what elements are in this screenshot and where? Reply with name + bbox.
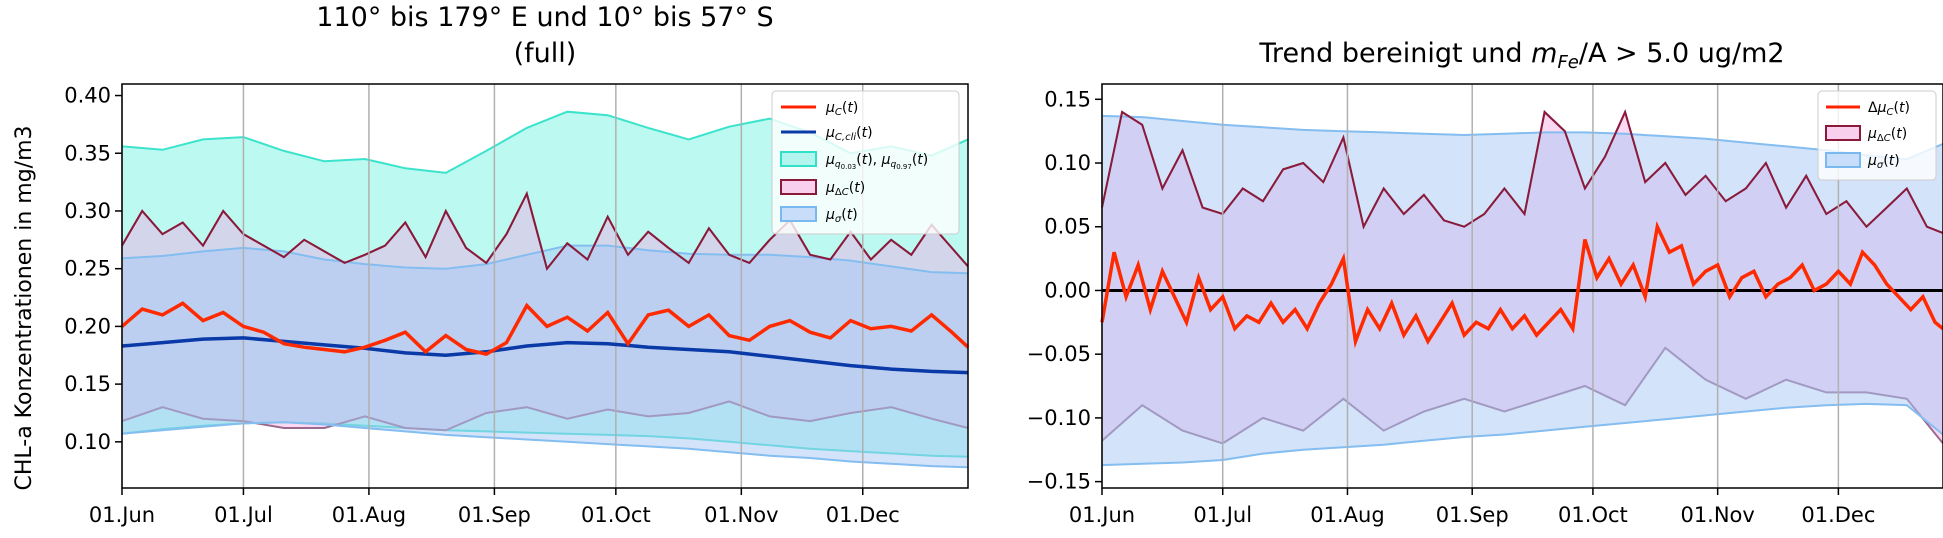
y-axis-label: CHL-a Konzentrationen in mg/m3 <box>12 126 37 491</box>
legend-swatch-quantiles <box>780 151 817 167</box>
c2-ytick-label-1: −0.10 <box>1027 406 1091 430</box>
c1-sigma-band <box>122 245 968 468</box>
c2-ytick-label-3: 0.00 <box>1044 278 1091 302</box>
legend-label-mu-c: μC(t) <box>825 100 858 118</box>
c1-ytick-label-6: 0.40 <box>64 84 111 108</box>
chart-left-y-ticks: 0.10 0.15 0.20 0.25 0.30 0.35 0.40 <box>64 84 122 454</box>
c2-ytick-label-2: −0.05 <box>1027 342 1091 366</box>
c2-xtick-label-4: 01.Oct <box>1558 503 1628 527</box>
c2-xtick-label-6: 01.Dec <box>1801 503 1875 527</box>
c1-delta-upper-dark <box>121 190 969 271</box>
c1-mu-c-line <box>120 301 970 356</box>
chart-right-title-prefix: Trend bereinigt und <box>1258 38 1531 69</box>
chart-right-frame <box>1101 83 1943 489</box>
chart-left-title-line2: (full) <box>514 38 577 69</box>
c1-xtick-label-2: 01.Aug <box>332 503 406 527</box>
legend-label-mu-delta: μΔC(t) <box>825 180 865 198</box>
chart-right-title: Trend bereinigt und mFe/A > 5.0 ug/m2 <box>1258 38 1784 73</box>
c2-delta-upper-dark <box>1101 109 1943 235</box>
legend-label-quantiles: μq0.03(t), μq0.97(t) <box>825 152 928 171</box>
c2-xtick-label-0: 01.Jun <box>1069 503 1135 527</box>
c2-xtick-label-2: 01.Aug <box>1310 503 1384 527</box>
c2-ytick-label-4: 0.05 <box>1044 215 1091 239</box>
chart-left: 0.100.150.200.250.300.350.40 01.Jun 01.Ju… <box>64 2 970 527</box>
c1-ytick-label-5: 0.35 <box>64 141 111 165</box>
c1-ytick-label-0: 0.10 <box>64 430 111 454</box>
chart-right-title-math: m <box>1531 38 1557 69</box>
legend-swatch-mu-sigma <box>1825 152 1861 168</box>
c1-xtick-label-5: 01.Nov <box>704 503 778 527</box>
chart-right-title-suffix: /A > 5.0 ug/m2 <box>1579 38 1785 69</box>
c1-xtick-label-4: 01.Oct <box>581 503 651 527</box>
c1-ytick-label-1: 0.15 <box>64 372 111 396</box>
c1-ytick-label-3: 0.25 <box>64 257 111 281</box>
chart-right-lines <box>1100 220 1943 349</box>
legend-label-mu-cli: μC,cli(t) <box>825 125 873 143</box>
c1-sigma-band-lower-line <box>121 421 969 469</box>
c1-xtick-label-3: 01.Sep <box>458 503 531 527</box>
legend-label-delta-mu-c: ΔμC(t) <box>1868 100 1910 118</box>
chart-right-legend: ΔμC(t) μΔC(t) μσ(t) <box>1817 90 1937 181</box>
legend-swatch-mu-delta <box>780 179 817 195</box>
c2-ytick-label-5: 0.10 <box>1044 151 1091 175</box>
legend-box <box>771 90 960 235</box>
c1-xtick-label-1: 01.Jul <box>214 503 273 527</box>
legend-label-mu-sigma: μσ(t) <box>1867 153 1900 171</box>
c2-xtick-label-1: 01.Jul <box>1193 503 1252 527</box>
chart-left-bands <box>121 110 969 469</box>
c2-xtick-label-5: 01.Nov <box>1680 503 1754 527</box>
legend-swatch-mu-sigma <box>780 206 817 222</box>
chart-right-title-sub: Fe <box>1557 52 1578 73</box>
chart-right-x-ticks: 01.Jun 01.Jul 01.Aug 01.Sep 01.Oct 01.Nov 01.D… <box>1069 488 1875 527</box>
c1-mu-cli-line <box>121 336 969 375</box>
chart-left-title-line1: 110° bis 179° E und 10° bis 57° S <box>316 2 773 33</box>
c2-ytick-label-6: 0.15 <box>1044 87 1091 111</box>
c2-sigma-band-upper-line <box>1101 114 1943 161</box>
c2-xtick-label-3: 01.Sep <box>1436 503 1509 527</box>
chart-left-frame <box>121 83 969 489</box>
chart-left-lines <box>120 301 970 375</box>
legend-label-mu-delta: μΔC(t) <box>1867 126 1907 144</box>
c1-ytick-label-4: 0.30 <box>64 199 111 223</box>
legend-swatch-mu-delta <box>1825 125 1861 141</box>
chart-right-y-ticks: −0.15 −0.10 −0.05 0.00 0.05 0.10 0.15 <box>1027 87 1102 494</box>
c1-xtick-label-6: 01.Dec <box>826 503 900 527</box>
c1-xtick-label-0: 01.Jun <box>89 503 155 527</box>
chart-right: −0.15−0.10−0.050.000.050.100.15 01.Jun 01… <box>1027 38 1943 527</box>
chart-left-legend: μC(t) μC,cli(t) μq0.03(t), μq0.97(t) μΔC… <box>771 90 960 235</box>
c1-ytick-label-2: 0.20 <box>64 314 111 338</box>
legend-label-mu-sigma: μσ(t) <box>825 207 858 225</box>
c2-mu-c-line <box>1100 220 1943 349</box>
chart-left-x-ticks: 01.Jun 01.Jul 01.Aug 01.Sep 01.Oct 01.Nov 01.D… <box>89 488 900 527</box>
c2-ytick-label-0: −0.15 <box>1027 470 1091 494</box>
c2-sigma-band-lower-line <box>1101 402 1943 467</box>
